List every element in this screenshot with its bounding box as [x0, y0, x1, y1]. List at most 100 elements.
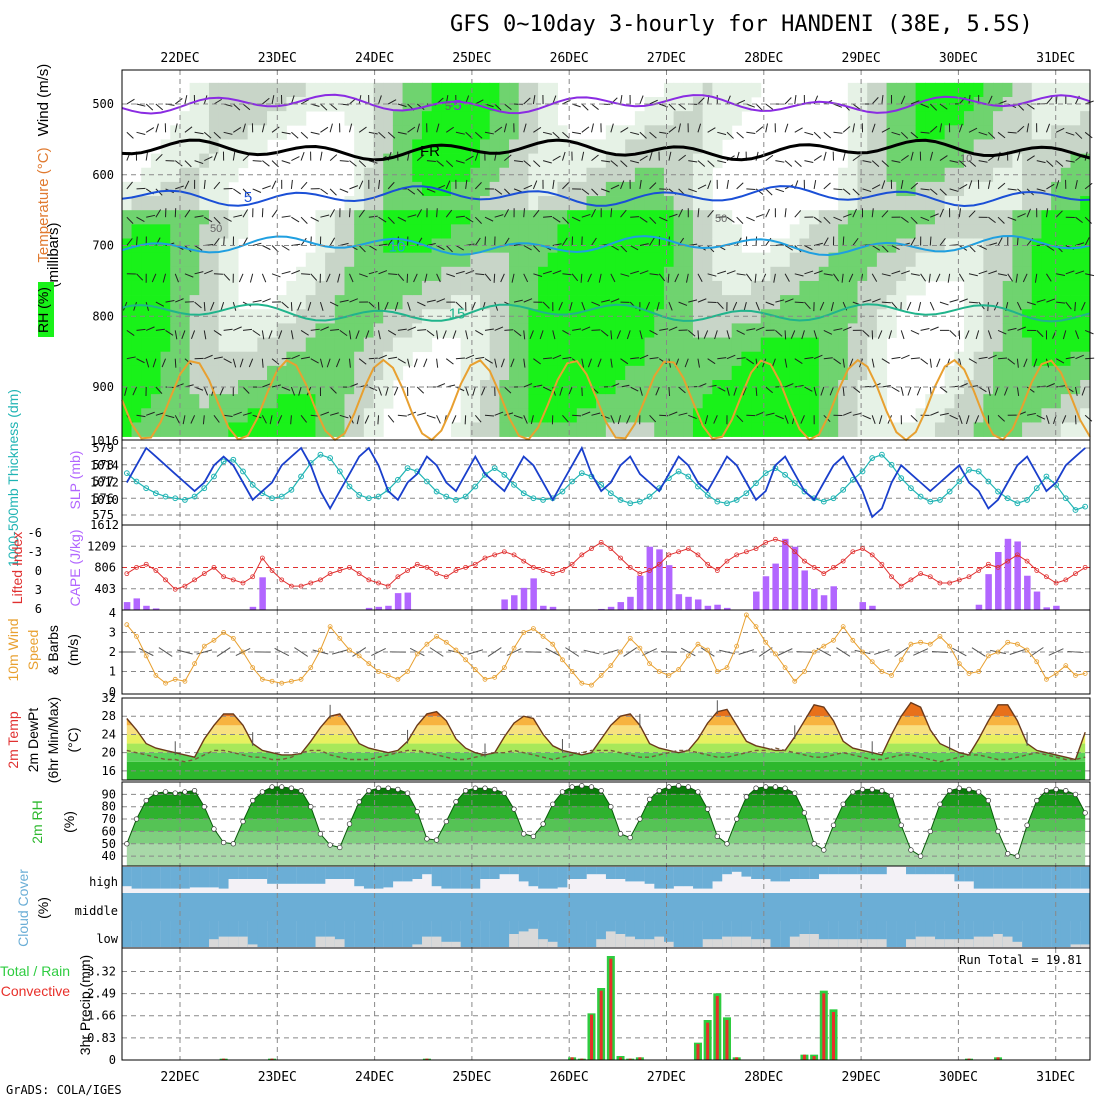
rh-shade-cell: [925, 125, 936, 140]
rh2m-point: [308, 804, 314, 810]
rh-shade-cell: [1070, 82, 1081, 98]
rh-shade-cell: [983, 280, 994, 296]
rh-shade-cell: [741, 394, 752, 409]
rh-shade-cell: [760, 280, 771, 296]
upper-wind-barb: [649, 99, 658, 105]
rh-shade-cell: [896, 252, 907, 268]
rh-shade-cell: [509, 252, 520, 268]
wind10m-speed-point: [540, 634, 546, 639]
upper-wind-barb: [378, 131, 386, 139]
rh-shade-cell: [421, 82, 433, 98]
rh-shade-cell: [383, 365, 394, 381]
rh-shade-cell: [1031, 82, 1042, 98]
upper-wind-barb: [630, 131, 640, 135]
upper-wind-barb: [794, 273, 804, 277]
upper-wind-barb: [871, 273, 878, 282]
wind10m-speed-point: [201, 643, 207, 649]
cloud-low-clear: [809, 934, 820, 947]
rh-shade-cell: [1080, 394, 1091, 409]
lifted-index-tick-label: -3: [28, 545, 42, 559]
cloud-high-bar: [993, 867, 1003, 889]
thickness-point: [491, 465, 498, 472]
rh-shade-cell: [1022, 422, 1033, 437]
cape-bar: [636, 575, 644, 610]
wind10m-barb: [158, 647, 173, 657]
upper-wind-barb: [830, 301, 834, 311]
lifted-index-point: [434, 571, 440, 577]
cloud-low-clear: [1002, 936, 1013, 947]
upper-wind-barb: [958, 160, 967, 167]
upper-wind-barb: [242, 188, 250, 196]
rh-shade-cell: [993, 337, 1004, 353]
rh-shade-cell: [596, 252, 607, 268]
upper-wind-barb: [542, 386, 552, 392]
cape-tick-label: 806: [94, 561, 116, 575]
upper-wind-barb: [277, 415, 283, 424]
rh-shade-cell: [334, 224, 345, 239]
rh2m-point: [714, 833, 720, 840]
rh-shade-cell: [489, 323, 500, 338]
upper-wind-barb: [523, 123, 527, 133]
rh-shade-cell: [905, 167, 917, 183]
upper-wind-barb: [920, 216, 930, 221]
rh-shade-cell: [605, 139, 617, 154]
rh-shade-cell: [392, 280, 404, 296]
thickness-point: [394, 476, 401, 483]
rh-shade-cell: [818, 224, 829, 239]
rh-shade-cell: [867, 224, 878, 239]
rh-shade-cell: [528, 82, 539, 98]
upper-wind-barb: [891, 245, 900, 250]
cape-bar: [753, 591, 760, 610]
precip-convective-bar: [222, 1058, 226, 1060]
upper-wind-barb: [513, 299, 523, 303]
rh-shade-cell: [1070, 224, 1081, 239]
thickness-point: [211, 473, 217, 480]
rh-shade-cell: [170, 125, 181, 140]
rh-shade-cell: [828, 224, 839, 239]
upper-wind-barb: [204, 354, 213, 360]
rh-shade-cell: [954, 422, 965, 437]
rh-shade-cell: [1070, 351, 1081, 367]
date-label-top: 30DEC: [939, 51, 978, 66]
rh-shade-cell: [567, 224, 578, 239]
rh-shade-cell: [547, 224, 558, 239]
upper-wind-barb: [610, 358, 613, 368]
rh-shade-cell: [363, 139, 375, 154]
upper-wind-barb: [494, 358, 498, 368]
upper-wind-barb: [184, 273, 194, 278]
upper-wind-barb: [513, 188, 523, 193]
rh-shade-cell: [722, 351, 733, 367]
rh-shade-cell: [170, 422, 181, 437]
rh-shade-cell: [789, 252, 800, 268]
cape-bar: [656, 549, 663, 610]
rh-shade-cell: [1031, 394, 1042, 409]
upper-wind-barb: [242, 412, 252, 416]
rh-shade-cell: [141, 238, 152, 253]
wind10m-speed-point: [889, 673, 894, 678]
rh-shade-cell: [896, 97, 907, 112]
rh-shade-cell: [683, 125, 694, 140]
rh-color-band: [126, 785, 1086, 795]
cape-bar: [549, 606, 557, 610]
upper-wind-barb: [1046, 273, 1052, 282]
upper-wind-barb: [378, 354, 388, 360]
rh-shade-cell: [296, 337, 307, 353]
cloud-high-bar: [480, 867, 490, 879]
upper-wind-barb: [630, 270, 639, 275]
cloud-low-bar: [770, 921, 781, 947]
rh-shade-cell: [383, 224, 394, 239]
upper-wind-barb: [668, 326, 678, 331]
lifted-index-point: [1082, 564, 1088, 570]
rh-shade-cell: [189, 394, 200, 409]
cloud-low-bar: [586, 921, 597, 947]
thickness-point: [424, 478, 430, 485]
rh-shade-cell: [509, 309, 520, 324]
upper-wind-barb: [910, 182, 919, 190]
upper-wind-barb: [794, 384, 804, 388]
upper-wind-barb: [697, 208, 700, 218]
thickness-point: [762, 470, 769, 477]
cape-tick-label: 1209: [87, 539, 116, 553]
rh-shade-cell: [964, 252, 975, 268]
upper-wind-barb: [204, 216, 213, 223]
rh-shade-cell: [673, 365, 684, 381]
